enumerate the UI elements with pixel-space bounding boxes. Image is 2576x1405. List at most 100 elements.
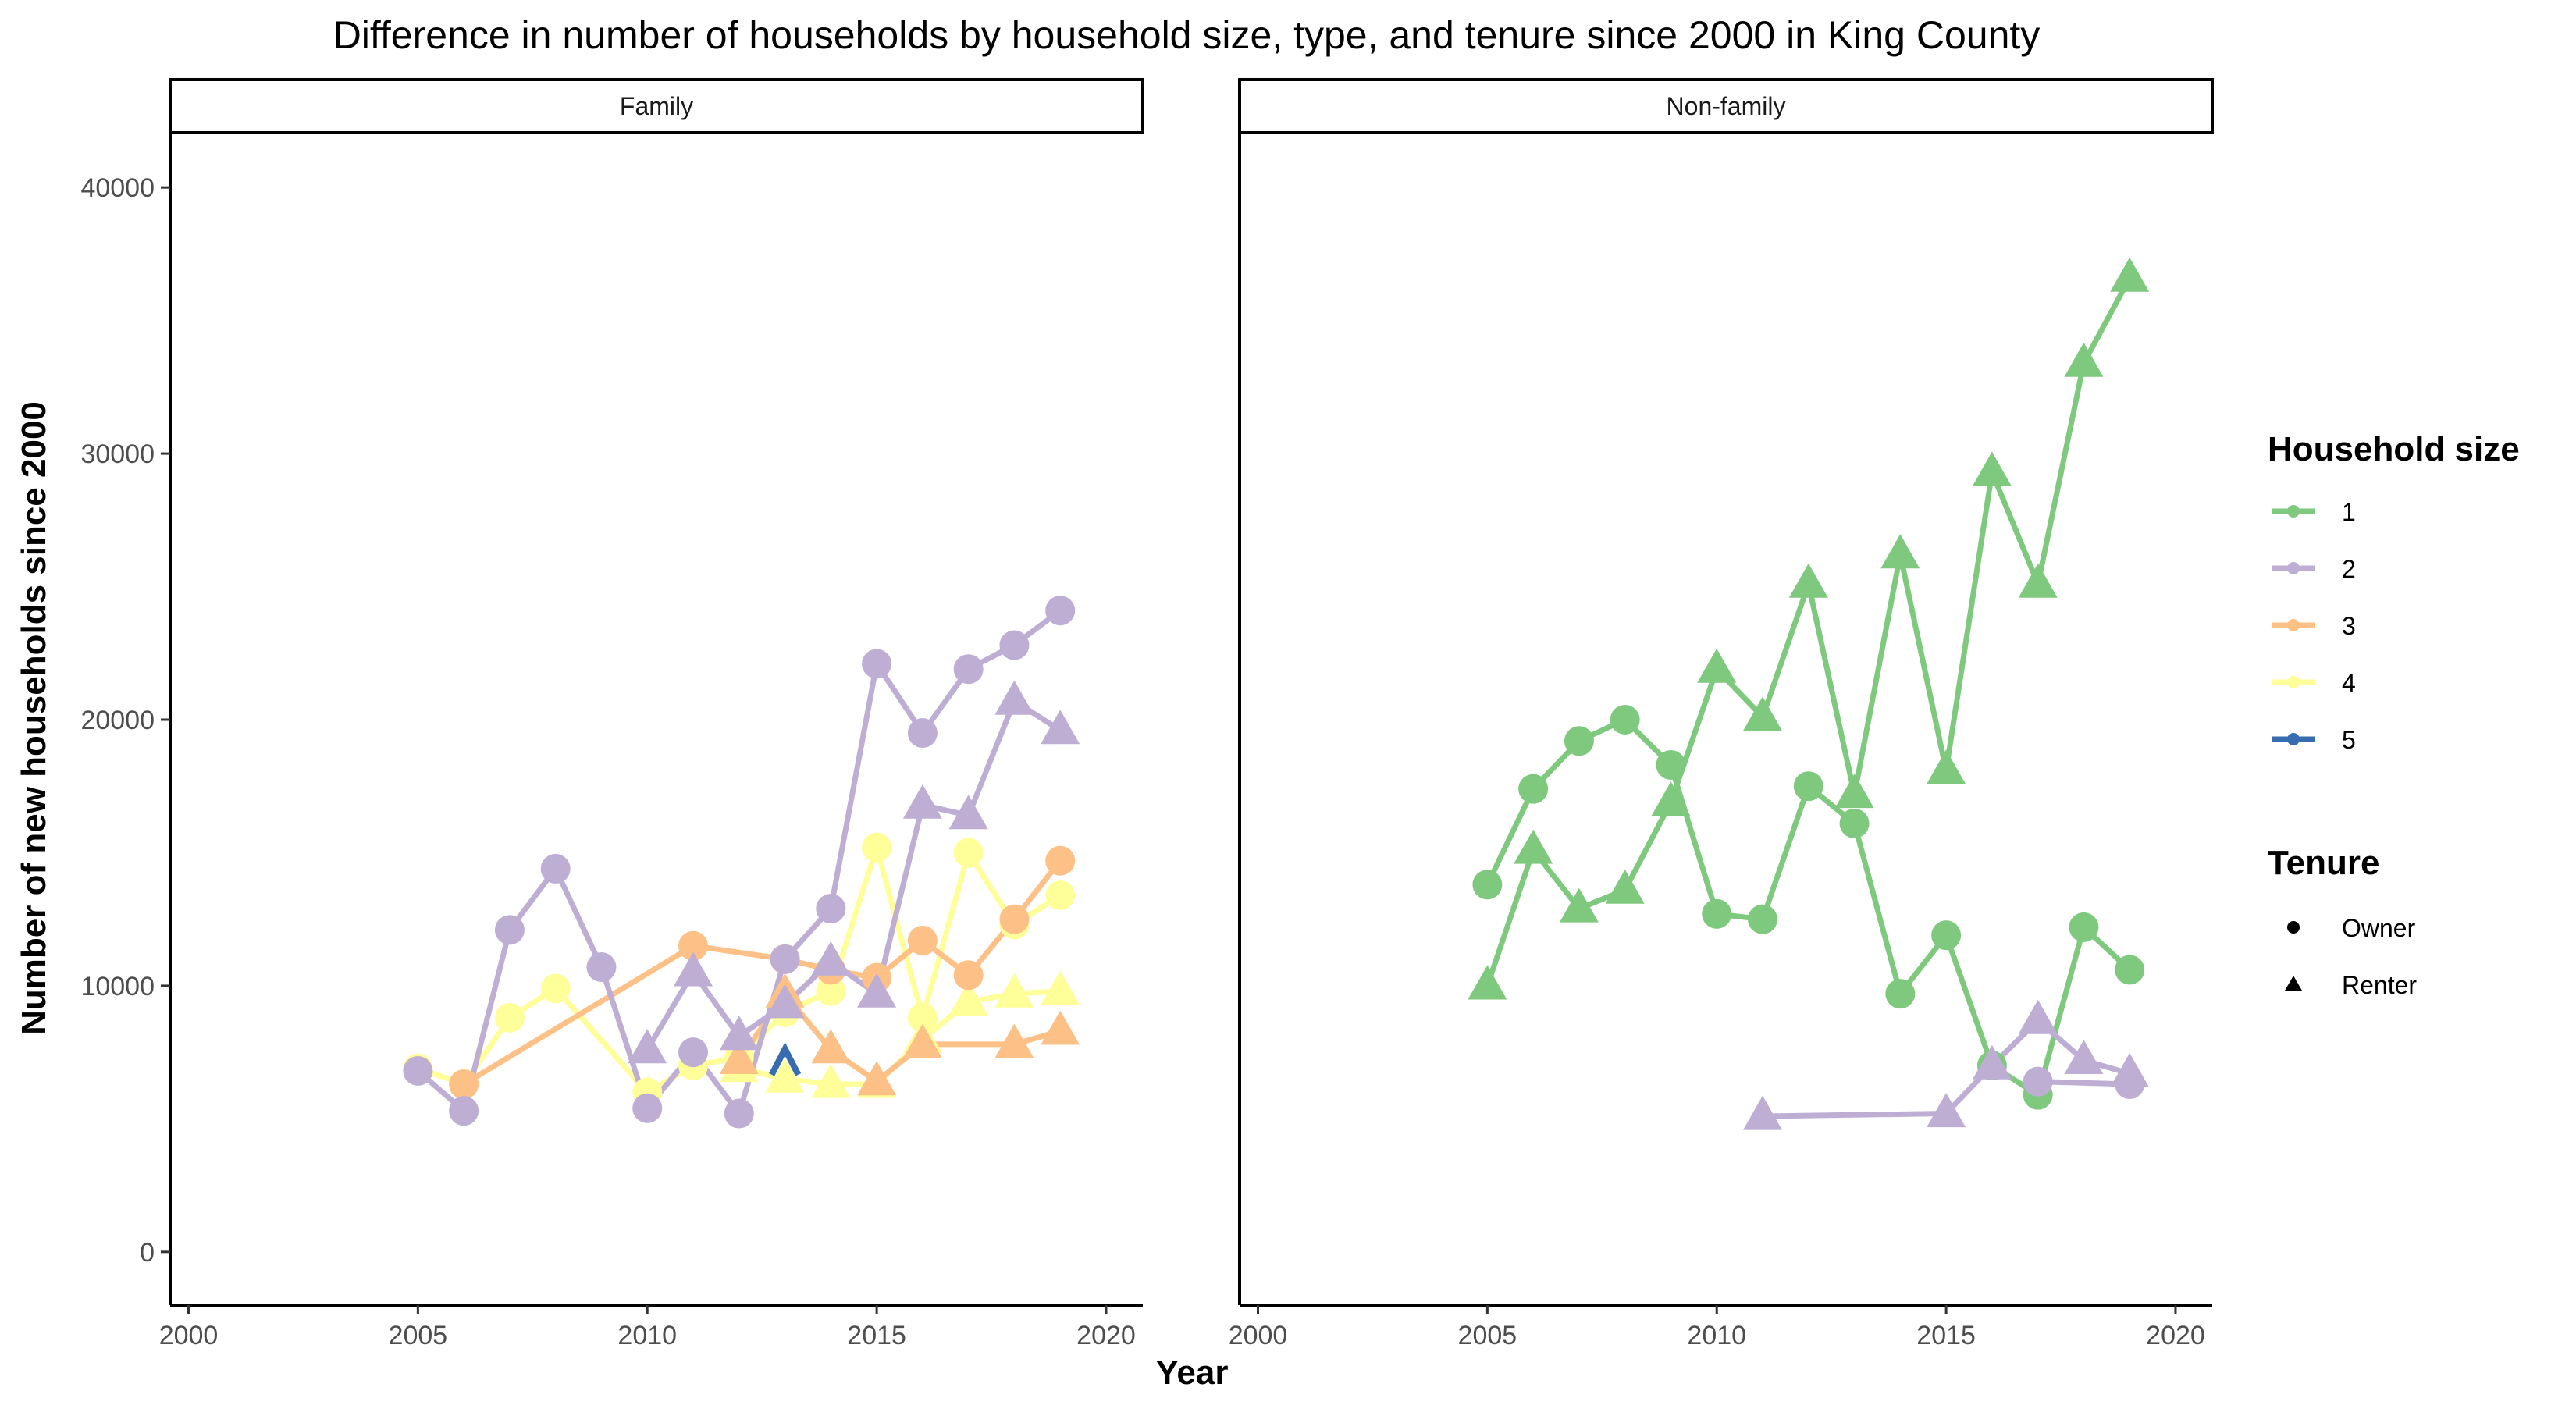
point-size-3-renter-family-2015: [857, 1061, 897, 1096]
point-size-1-renter-non-family-2008: [1605, 869, 1645, 904]
strip-non-family: [1238, 78, 2214, 134]
point-size-1-renter-non-family-2005: [1468, 965, 1507, 1000]
point-size-3-renter-family-2014: [811, 1029, 851, 1064]
legend-tenure-items: Owner Renter: [2285, 914, 2417, 999]
point-size-2-renter-non-family-2011: [1743, 1095, 1782, 1130]
legend-size-item-3: 3: [2272, 612, 2356, 640]
point-size-2-renter-family-2010: [628, 1029, 667, 1064]
legend-tenure-swatch-owner: [2287, 921, 2300, 934]
point-size-3-owner-family-2018: [999, 904, 1030, 934]
y-tick-label-40000: 40000: [80, 173, 155, 203]
legend-tenure-swatch-renter: [2285, 976, 2302, 991]
point-size-1-renter-non-family-2007: [1559, 887, 1599, 923]
point-size-1-owner-non-family-2008: [1610, 705, 1640, 735]
point-size-2-renter-family-2013: [765, 984, 805, 1019]
point-size-4-renter-family-2013: [765, 1058, 805, 1093]
point-size-2-renter-family-2016: [902, 784, 942, 819]
strip-label-non-family: Non-family: [1667, 92, 1786, 120]
point-size-2-owner-non-family-2017: [2023, 1066, 2053, 1097]
legend-size-item-2: 2: [2272, 555, 2356, 583]
point-size-4-owner-family-2015: [862, 832, 892, 863]
y-tick-label-10000: 10000: [80, 972, 155, 1001]
point-size-1-renter-non-family-2019: [2110, 257, 2150, 292]
legend-size-swatch-dot-3: [2287, 619, 2300, 631]
legend-size-swatch-dot-4: [2287, 676, 2300, 688]
y-axis-title: Number of new households since 2000: [15, 401, 53, 1035]
legend-size-title: Household size: [2268, 430, 2520, 468]
point-size-2-owner-family-2015: [862, 649, 892, 679]
x-tick-label-family-2015: 2015: [847, 1321, 906, 1350]
point-size-1-owner-non-family-2019: [2115, 955, 2145, 985]
point-size-2-renter-family-2011: [674, 951, 713, 987]
point-size-1-owner-non-family-2012: [1793, 771, 1823, 802]
point-size-1-renter-non-family-2015: [1927, 749, 1966, 784]
point-size-1-owner-non-family-2014: [1885, 979, 1916, 1009]
point-size-3-owner-family-2019: [1045, 845, 1076, 876]
point-size-2-renter-family-2017: [948, 795, 988, 830]
point-size-3-owner-family-2017: [953, 960, 984, 991]
point-size-1-owner-non-family-2010: [1702, 898, 1732, 929]
point-size-1-renter-non-family-2014: [1880, 534, 1920, 569]
point-size-2-owner-family-2005: [403, 1056, 433, 1086]
series-line-size-1-renter-non-family: [1484, 275, 2133, 989]
legend-size-swatch-dot-5: [2287, 733, 2300, 745]
y-tick-label-30000: 30000: [80, 439, 155, 469]
point-size-4-owner-family-2017: [953, 838, 984, 868]
x-tick-label-non-family-2020: 2020: [2146, 1321, 2205, 1350]
point-size-2-owner-family-2006: [449, 1096, 479, 1126]
point-size-3-owner-family-2011: [678, 930, 709, 961]
legend-tenure-label-renter: Renter: [2342, 971, 2417, 999]
point-size-2-renter-family-2012: [719, 1016, 759, 1051]
x-tick-label-non-family-2000: 2000: [1229, 1321, 1288, 1350]
point-size-1-renter-non-family-2009: [1651, 781, 1691, 816]
point-size-2-renter-non-family-2019: [2110, 1053, 2150, 1087]
point-size-1-renter-non-family-2013: [1834, 774, 1874, 809]
legend-size-swatch-dot-1: [2287, 505, 2300, 518]
point-size-4-owner-family-2014: [816, 976, 846, 1006]
point-size-1-owner-non-family-2018: [2069, 912, 2099, 942]
point-size-1-renter-non-family-2018: [2064, 342, 2104, 377]
point-size-4-renter-family-2014: [811, 1063, 851, 1098]
point-size-3-renter-family-2019: [1041, 1010, 1080, 1045]
point-size-2-owner-family-2014: [816, 894, 846, 924]
strip-label-family: Family: [620, 92, 693, 120]
panel-family: Family 2000 2005 2010 2015 2020 0 10000 20000 300…: [80, 78, 1144, 1350]
panel-non-family: Non-family 2000 2005 2010 2015 2020: [1229, 78, 2214, 1350]
legend-size-label-5: 5: [2342, 726, 2356, 754]
point-size-1-owner-non-family-2009: [1656, 749, 1686, 780]
series-line-size-2-renter-family: [644, 698, 1063, 1053]
point-size-1-renter-non-family-2006: [1514, 829, 1553, 864]
point-size-1-renter-non-family-2011: [1743, 696, 1782, 731]
point-size-1-owner-non-family-2015: [1931, 920, 1962, 951]
legend: Household size 1 2 3 4 5 Tenure Owner Renter: [2268, 430, 2520, 999]
point-size-3-renter-family-2018: [994, 1023, 1034, 1058]
point-size-1-owner-non-family-2007: [1564, 726, 1594, 756]
x-tick-label-non-family-2010: 2010: [1687, 1321, 1746, 1350]
point-size-1-renter-non-family-2012: [1788, 563, 1828, 598]
point-size-2-owner-family-2013: [770, 944, 800, 974]
strip-family: [169, 78, 1144, 134]
x-tick-label-non-family-2015: 2015: [1916, 1321, 1976, 1350]
point-size-1-owner-non-family-2005: [1472, 870, 1503, 900]
x-tick-label-family-2000: 2000: [159, 1321, 219, 1350]
point-size-2-owner-family-2019: [1045, 596, 1076, 626]
point-size-4-renter-family-2019: [1041, 970, 1080, 1005]
legend-tenure-item-renter: Renter: [2285, 971, 2417, 999]
x-axis-title: Year: [1156, 1353, 1229, 1392]
plot-panels: Family 2000 2005 2010 2015 2020 0 10000 20000 300…: [80, 78, 2214, 1350]
legend-size-label-2: 2: [2342, 555, 2356, 583]
point-size-2-owner-family-2010: [632, 1093, 663, 1123]
point-size-2-renter-family-2019: [1041, 710, 1080, 745]
x-tick-label-family-2010: 2010: [617, 1321, 677, 1350]
point-size-1-owner-non-family-2013: [1839, 808, 1870, 838]
point-size-5-renter-family-2013: [769, 1042, 802, 1076]
point-size-2-owner-family-2008: [540, 853, 571, 884]
point-size-2-renter-family-2015: [857, 973, 897, 1008]
point-size-3-owner-family-2016: [907, 925, 938, 955]
point-size-2-renter-non-family-2015: [1927, 1093, 1966, 1128]
point-size-2-owner-family-2017: [953, 654, 984, 685]
point-size-1-owner-non-family-2011: [1748, 904, 1778, 934]
point-size-2-renter-non-family-2017: [2018, 999, 2058, 1034]
point-size-2-owner-family-2011: [678, 1037, 709, 1068]
